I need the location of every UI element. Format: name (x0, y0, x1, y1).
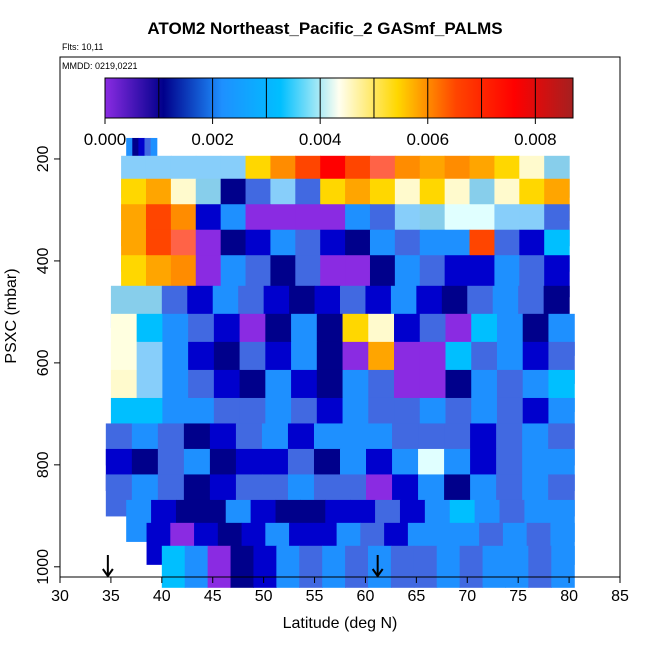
arrow-head (371, 568, 384, 578)
heatmap-cell (253, 545, 277, 588)
colorbar: 0.000 0.002 0.004 0.006 0.008 (84, 77, 574, 149)
heatmap-cell (207, 545, 232, 588)
x-tick-label: 55 (306, 588, 324, 605)
y-tick-label: 600 (35, 349, 52, 376)
heatmap-cell (390, 545, 415, 588)
x-tick-label: 75 (509, 588, 527, 605)
x-tick-label: 40 (153, 588, 171, 605)
x-tick-label: 45 (204, 588, 222, 605)
x-axis-label: Latitude (deg N) (282, 615, 398, 632)
x-tick-label: 70 (458, 588, 476, 605)
heatmap-cell (505, 545, 529, 588)
heatmap-cell (436, 545, 461, 588)
heatmap-cell (528, 545, 552, 588)
heatmap-cell (276, 545, 300, 588)
axes: 30 35 40 45 50 55 60 65 70 75 80 85 200 400 600 800 1000 (35, 56, 629, 605)
x-tick-label: 50 (255, 588, 273, 605)
date-annotation: MMDD: 0219,0221 (62, 61, 138, 71)
colorbar-tick-label: 0.002 (191, 130, 234, 149)
y-tick-label: 800 (35, 451, 52, 478)
x-tick-label: 65 (407, 588, 425, 605)
heatmap-cell (368, 545, 392, 588)
colorbar-tick-label: 0.000 (84, 130, 127, 149)
plot-frame (59, 56, 621, 578)
x-tick-label: 60 (357, 588, 375, 605)
chart-title: ATOM2 Northeast_Pacific_2 GASmf_PALMS (147, 19, 503, 38)
heatmap-cell (551, 545, 575, 588)
heatmap-cells (105, 137, 575, 588)
colorbar-tick-label: 0.006 (406, 130, 449, 149)
heatmap-cell (482, 545, 507, 588)
x-tick-label: 35 (102, 588, 120, 605)
heatmap-cell (322, 545, 346, 588)
x-tick-label: 85 (611, 588, 629, 605)
heatmap-cell (230, 545, 255, 588)
heatmap-cell (184, 545, 209, 588)
arrow-head (102, 568, 114, 578)
y-tick-label: 200 (35, 146, 52, 173)
heatmap-cell (459, 545, 484, 588)
colorbar-gradient (104, 77, 574, 119)
heatmap-cell (413, 545, 438, 588)
x-tick-label: 30 (51, 588, 69, 605)
y-tick-label: 1000 (35, 549, 52, 585)
colorbar-tick-label: 0.008 (514, 130, 557, 149)
colorbar-tick-label: 0.004 (299, 130, 342, 149)
heatmap-cell (161, 545, 186, 588)
flights-annotation: Flts: 10,11 (62, 42, 104, 52)
y-tick-label: 400 (35, 247, 52, 274)
heatmap-cell (299, 545, 323, 588)
x-tick-label: 80 (560, 588, 578, 605)
